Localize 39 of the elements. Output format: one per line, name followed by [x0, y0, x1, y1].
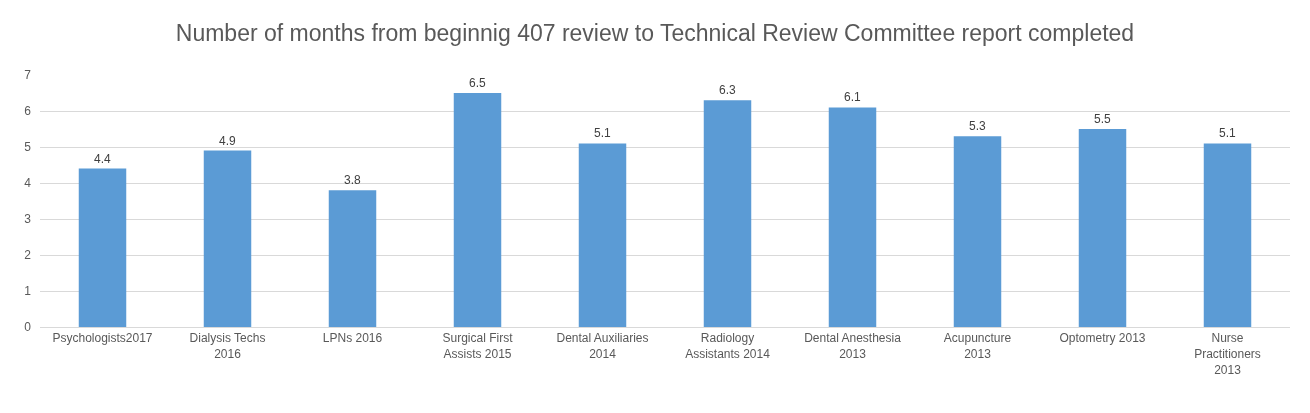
- y-tick-label: 1: [24, 284, 32, 299]
- data-label: 5.1: [594, 126, 611, 141]
- bar: [78, 168, 127, 327]
- y-tick-label: 4: [24, 176, 32, 191]
- x-tick-label: Dialysis Techs 2016: [189, 331, 266, 361]
- y-tick-label: 5: [24, 140, 32, 155]
- x-tick-label: Psychologists2017: [52, 331, 153, 346]
- x-tick-label: Nurse Practitioners 2013: [1194, 331, 1261, 377]
- y-tick-label: 6: [24, 104, 32, 119]
- bar: [203, 150, 252, 327]
- bar: [578, 143, 627, 327]
- data-label: 6.3: [719, 83, 736, 98]
- y-tick-label: 7: [24, 68, 32, 83]
- data-label: 5.3: [969, 119, 986, 134]
- data-label: 6.1: [844, 90, 861, 105]
- x-tick-label: Acupuncture 2013: [943, 331, 1012, 361]
- x-tick-label: Optometry 2013: [1059, 331, 1146, 346]
- chart-title: Number of months from beginnig 407 review to Technical Review Committee report completed: [175, 19, 1135, 46]
- x-tick-label: Dental Anesthesia 2013: [804, 331, 902, 361]
- bar: [703, 100, 752, 327]
- bar: [453, 93, 502, 327]
- x-tick-label: Radiology Assistants 2014: [685, 331, 771, 361]
- x-tick-label: LPNs 2016: [322, 331, 383, 346]
- data-label: 4.9: [219, 133, 236, 148]
- bar: [328, 190, 377, 327]
- data-label: 4.4: [94, 151, 111, 166]
- data-label: 5.5: [1094, 112, 1111, 126]
- x-tick-label: Dental Auxiliaries 2014: [556, 331, 649, 361]
- bar: [828, 107, 877, 327]
- x-tick-label: Surgical First Assists 2015: [442, 331, 514, 361]
- y-tick-label: 2: [24, 248, 32, 263]
- bar: [1203, 143, 1252, 327]
- data-label: 3.8: [344, 173, 361, 188]
- data-label: 6.5: [469, 76, 486, 90]
- y-tick-label: 3: [24, 212, 32, 227]
- bar: [953, 136, 1002, 327]
- data-label: 5.1: [1219, 126, 1236, 141]
- bar: [1078, 129, 1127, 327]
- y-tick-label: 0: [24, 320, 32, 335]
